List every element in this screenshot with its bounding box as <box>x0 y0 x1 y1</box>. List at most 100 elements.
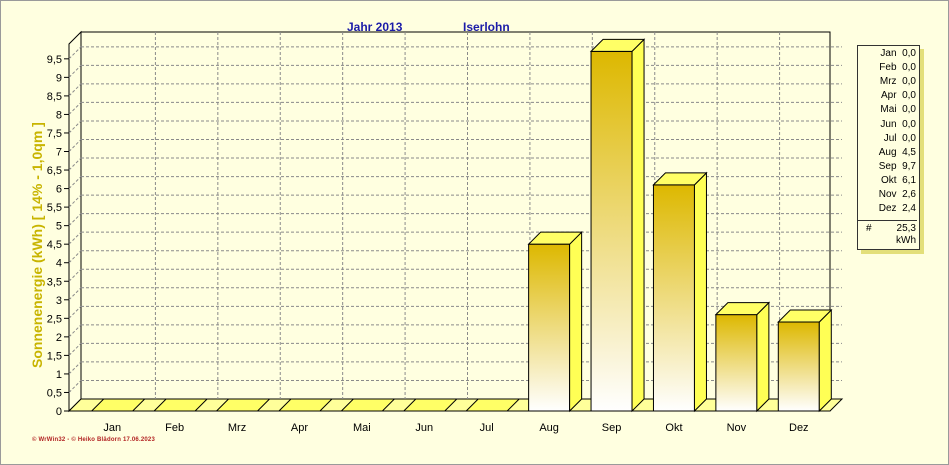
x-tick-label: Jan <box>103 422 121 434</box>
y-tick-label: 9 <box>56 72 62 84</box>
year-title: Jahr 2013 <box>347 20 403 34</box>
legend-row: Dez 2,4 <box>878 203 916 215</box>
grid-line-diagonal <box>68 343 82 356</box>
bar-top <box>527 231 583 245</box>
bar-top <box>90 398 146 412</box>
bar-front <box>590 50 633 412</box>
legend-total-unit: kWh <box>896 235 916 246</box>
bar-top <box>277 398 334 412</box>
bar-top <box>589 38 646 52</box>
y-axis-label: Sonnenenergie (kWh) [ 14% - 1,0qm ] <box>29 122 45 368</box>
grid-line-diagonal <box>68 380 82 393</box>
y-tick-label: 1,5 <box>47 350 62 362</box>
y-tick-label: 7,5 <box>47 128 62 140</box>
bar-dez <box>777 308 833 413</box>
y-tick-label: 5 <box>56 221 62 233</box>
x-tick-label: Jun <box>415 422 433 434</box>
grid-line-diagonal <box>68 102 82 115</box>
bar-top <box>402 398 458 412</box>
grid-line-diagonal <box>68 46 82 60</box>
bar-front <box>652 184 695 412</box>
bar-mai <box>340 398 396 412</box>
grid-line-diagonal <box>68 194 82 208</box>
legend-row: Jan 0,0 <box>880 48 916 59</box>
bar-jan <box>90 398 146 412</box>
bar-side <box>818 308 832 413</box>
x-tick-label: Nov <box>727 422 747 434</box>
y-tick-label: 6 <box>56 184 62 196</box>
y-tick-label: 1 <box>56 369 62 381</box>
y-tick-label: 4 <box>56 258 62 270</box>
legend-row: Nov 2,6 <box>878 189 916 200</box>
bar-top <box>652 172 708 186</box>
legend-divider <box>858 220 917 221</box>
legend-total-symbol: # <box>866 223 872 234</box>
bar-top <box>465 398 521 412</box>
y-tick-label: 8 <box>56 109 62 121</box>
y-tick-label: 3,5 <box>47 276 62 288</box>
x-tick-label: Jul <box>480 422 494 434</box>
bars <box>90 38 833 413</box>
grid-line-diagonal <box>68 139 82 152</box>
legend-row: Mai 0,0 <box>880 104 916 116</box>
x-tick-label: Apr <box>291 422 308 434</box>
grid-line-diagonal <box>68 83 82 97</box>
grid-line-diagonal <box>68 250 82 264</box>
grid-line-diagonal <box>68 324 82 338</box>
bar-aug <box>527 230 583 413</box>
grid-line-diagonal <box>68 305 82 319</box>
bar-top <box>152 398 209 412</box>
bar-top <box>340 398 396 412</box>
y-tick-label: 2,5 <box>47 313 62 325</box>
y-tick-label: 9,5 <box>47 54 62 66</box>
copyright-footer: © WrWin32 - © Heiko Blädorn 17.06.2023 <box>32 437 155 443</box>
y-tick-label: 6,5 <box>47 165 62 177</box>
location-title: Iserlohn <box>463 20 510 34</box>
legend-total-value: 25,3 <box>896 223 916 234</box>
grid-line-diagonal <box>68 120 82 134</box>
x-tick-label: Feb <box>165 422 184 434</box>
y-tick-label: 7 <box>56 147 62 159</box>
y-tick-label: 2 <box>56 332 62 344</box>
grid-line-diagonal <box>68 287 82 301</box>
legend-row: Okt 6,1 <box>880 174 916 186</box>
bar-jul <box>465 398 521 412</box>
legend-row: Feb 0,0 <box>879 62 916 74</box>
bar-side <box>569 230 583 413</box>
legend-box: Jan 0,0 Feb 0,0 Mrz 0,0 Apr 0,0 Mai 0,0 Jun 0… <box>857 45 920 250</box>
x-tick-label: Sep <box>602 422 622 434</box>
legend-row: Sep 9,7 <box>878 160 916 172</box>
y-tick-label: 3 <box>56 295 62 307</box>
x-tick-label: Okt <box>665 422 682 434</box>
x-tick-label: Mai <box>353 422 371 434</box>
bar-feb <box>152 398 209 412</box>
grid-line-diagonal <box>68 213 82 227</box>
legend-row: Jun 0,0 <box>880 118 916 130</box>
y-tick-label: 5,5 <box>47 202 62 214</box>
legend-row: Aug 4,5 <box>878 146 916 158</box>
grid-line-diagonal <box>68 361 82 375</box>
y-tick-label: 0,5 <box>47 387 62 399</box>
bar-jun <box>402 398 458 412</box>
axes: 0 0,5 1 1,5 2 2,5 3 3,5 4 4,5 5 5,5 6 6,5 7 7,5 8 8,5 9 9,5… <box>47 54 809 434</box>
bar-apr <box>277 398 334 412</box>
bar-front <box>528 243 571 412</box>
y-tick-label: 8,5 <box>47 91 62 103</box>
bar-top <box>215 398 271 412</box>
grid-line-diagonal <box>68 157 82 171</box>
bar-side <box>756 301 770 413</box>
bar-side <box>693 171 707 413</box>
x-tick-label: Dez <box>789 422 809 434</box>
y-tick-label: 4,5 <box>47 239 62 251</box>
bar-okt <box>652 171 708 413</box>
legend-row: Mrz 0,0 <box>879 76 916 88</box>
bar-top <box>777 309 833 323</box>
bar-nov <box>714 301 771 413</box>
legend-row: Jul 0,0 <box>883 132 916 144</box>
x-tick-label: Aug <box>539 422 559 434</box>
y-tick-label: 0 <box>56 406 62 418</box>
bar-mrz <box>215 398 271 412</box>
bar-front <box>777 321 820 412</box>
bar-sep <box>589 38 646 413</box>
